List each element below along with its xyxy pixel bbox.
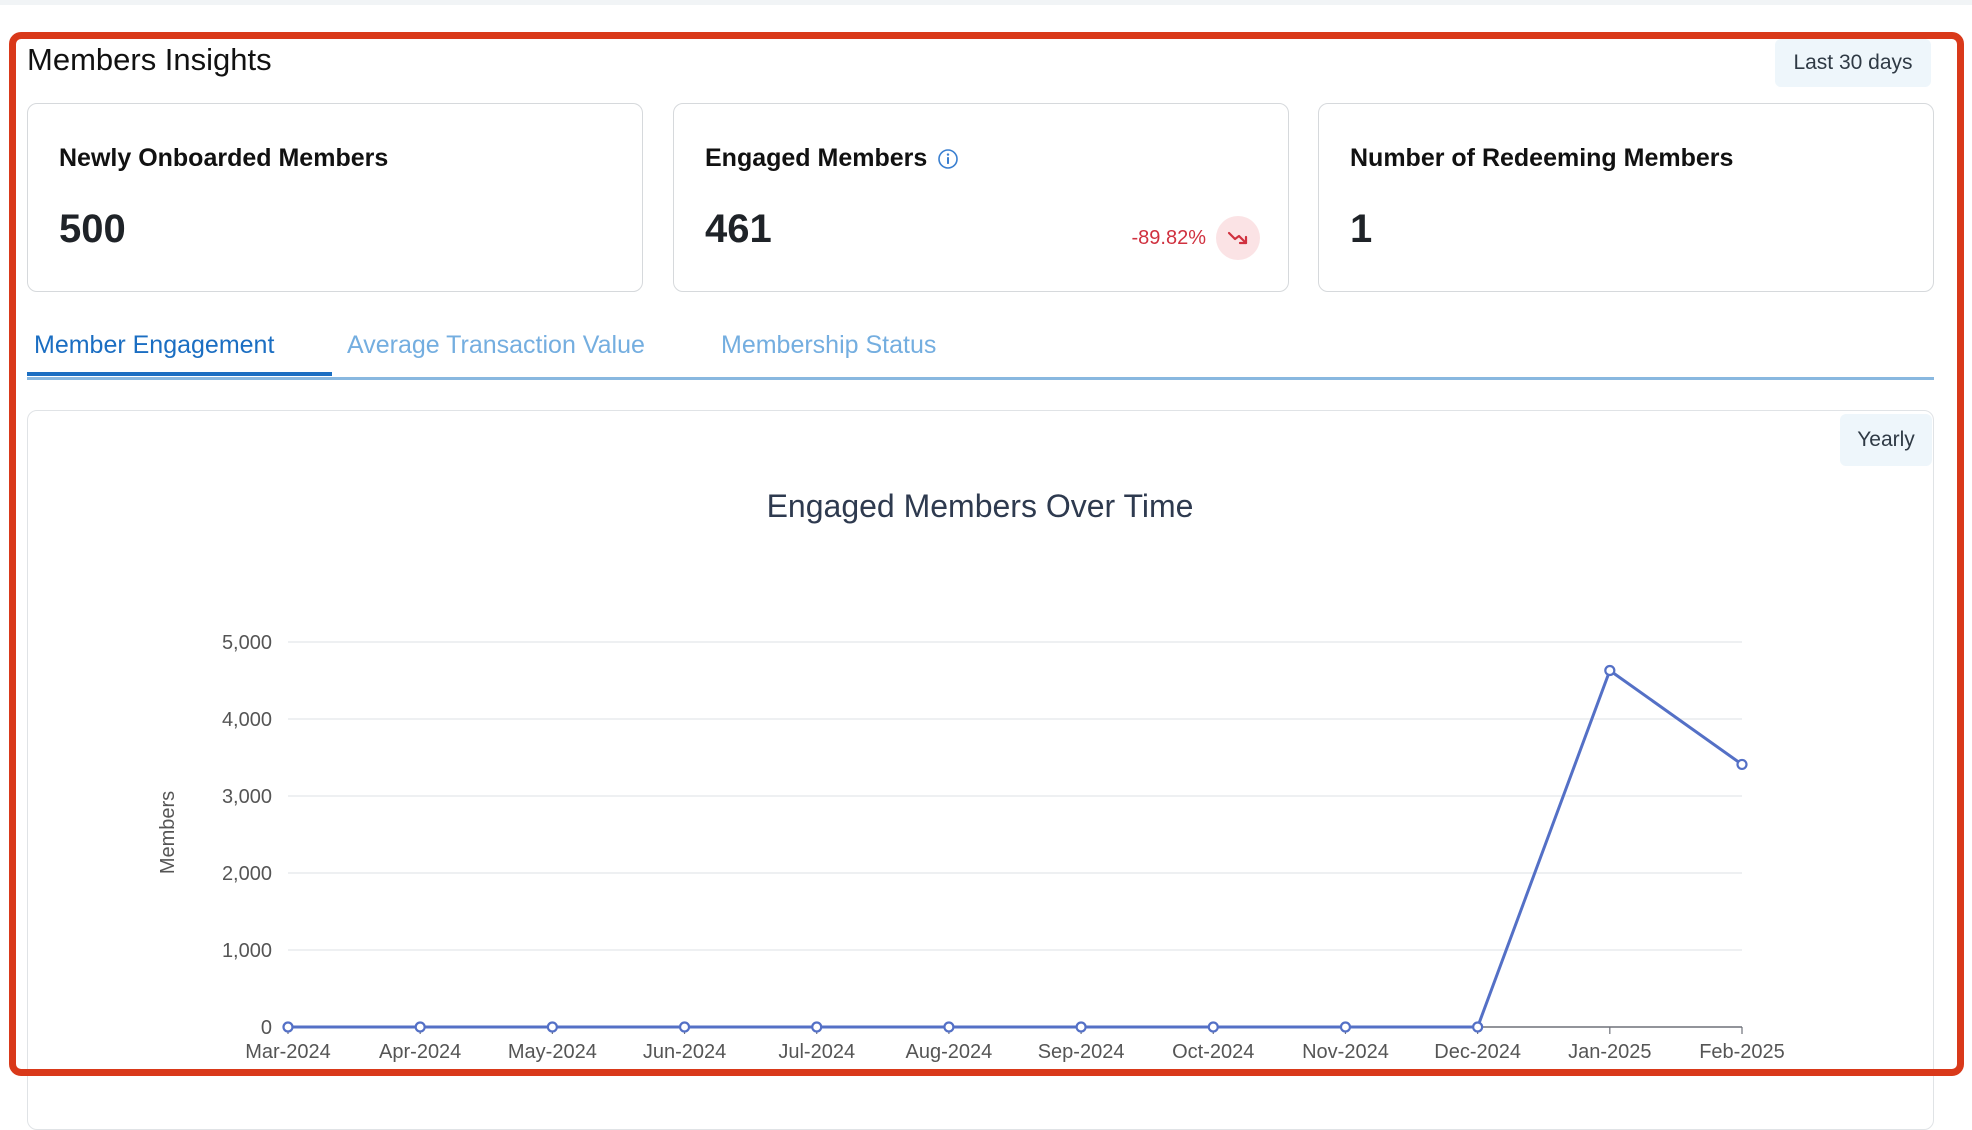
data-point xyxy=(1075,1021,1087,1033)
y-tick-label: 1,000 xyxy=(222,940,272,962)
active-tab-indicator xyxy=(27,372,332,376)
kpi-change: -89.82% xyxy=(1131,216,1260,260)
data-point xyxy=(546,1021,558,1033)
x-tick-label: Nov-2024 xyxy=(1302,1041,1389,1063)
kpi-value: 500 xyxy=(59,207,126,251)
data-point xyxy=(1736,758,1748,771)
tab-bar: Member Engagement Average Transaction Va… xyxy=(27,325,1934,380)
series-line xyxy=(288,668,1743,1029)
top-strip xyxy=(0,0,1972,5)
x-tick-label: Oct-2024 xyxy=(1172,1041,1254,1063)
kpi-title: Engaged Members xyxy=(705,144,959,173)
x-tick-label: Jan-2025 xyxy=(1568,1041,1651,1063)
kpi-value: 1 xyxy=(1350,207,1373,251)
y-tick-label: 2,000 xyxy=(222,863,272,885)
data-point xyxy=(414,1021,426,1033)
kpi-title: Number of Redeeming Members xyxy=(1350,144,1733,173)
y-tick-label: 0 xyxy=(261,1017,272,1039)
kpi-value: 461 xyxy=(705,207,772,251)
x-tick-label: Aug-2024 xyxy=(906,1041,993,1063)
date-range-selector[interactable]: Last 30 days xyxy=(1775,39,1931,87)
x-tick-label: Sep-2024 xyxy=(1038,1041,1125,1063)
tab-average-transaction-value[interactable]: Average Transaction Value xyxy=(347,331,645,359)
trend-down-icon xyxy=(1216,216,1260,260)
kpi-title-text: Engaged Members xyxy=(705,144,928,172)
data-point xyxy=(1604,664,1616,677)
kpi-title: Newly Onboarded Members xyxy=(59,144,388,173)
x-tick-label: Mar-2024 xyxy=(245,1041,331,1063)
x-tick-label: Feb-2025 xyxy=(1699,1041,1785,1063)
data-point xyxy=(1472,1021,1484,1033)
y-tick-label: 5,000 xyxy=(222,632,272,654)
kpi-change-percent: -89.82% xyxy=(1131,226,1207,249)
y-axis-label: Members xyxy=(157,791,179,874)
kpi-title-text: Newly Onboarded Members xyxy=(59,144,389,172)
x-tick-label: Dec-2024 xyxy=(1434,1041,1521,1063)
info-icon[interactable] xyxy=(937,148,959,170)
kpi-card-engaged-members: Engaged Members 461 -89.82% xyxy=(673,103,1289,292)
kpi-card-redeeming-members: Number of Redeeming Members 1 xyxy=(1318,103,1934,292)
kpi-title-text: Number of Redeeming Members xyxy=(1350,144,1734,172)
tab-membership-status[interactable]: Membership Status xyxy=(721,331,937,359)
data-point xyxy=(1339,1021,1352,1033)
chart-title: Engaged Members Over Time xyxy=(767,488,1194,524)
y-tick-label: 4,000 xyxy=(222,709,272,731)
data-point xyxy=(943,1021,955,1033)
x-tick-label: Apr-2024 xyxy=(379,1041,461,1063)
period-selector[interactable]: Yearly xyxy=(1840,414,1932,466)
x-tick-label: Jul-2024 xyxy=(778,1041,855,1063)
chart-card xyxy=(27,410,1934,1130)
x-tick-label: May-2024 xyxy=(508,1041,597,1063)
x-tick-label: Jun-2024 xyxy=(643,1041,726,1063)
y-tick-label: 3,000 xyxy=(222,786,272,808)
tab-member-engagement[interactable]: Member Engagement xyxy=(34,331,275,359)
data-point xyxy=(1207,1021,1219,1033)
data-point xyxy=(678,1021,691,1033)
section-title: Members Insights xyxy=(27,42,272,77)
data-point xyxy=(282,1021,294,1033)
data-point xyxy=(811,1021,823,1033)
kpi-card-newly-onboarded: Newly Onboarded Members 500 xyxy=(27,103,643,292)
